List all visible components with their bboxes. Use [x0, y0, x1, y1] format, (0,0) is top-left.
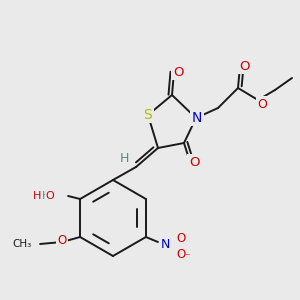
Text: O: O	[58, 235, 67, 248]
Text: N: N	[192, 111, 202, 125]
Text: O: O	[45, 191, 54, 201]
Text: O: O	[176, 232, 185, 245]
Text: O: O	[239, 59, 249, 73]
Text: S: S	[144, 108, 152, 122]
Text: CH₃: CH₃	[13, 239, 32, 249]
Text: O: O	[176, 248, 185, 262]
Text: O: O	[189, 155, 199, 169]
Text: HO: HO	[33, 191, 50, 201]
Text: H: H	[42, 191, 50, 201]
Text: H: H	[119, 152, 129, 166]
Text: N: N	[161, 238, 171, 250]
Text: O: O	[173, 65, 183, 79]
Text: O: O	[257, 98, 267, 110]
Text: ⁻: ⁻	[184, 252, 189, 262]
